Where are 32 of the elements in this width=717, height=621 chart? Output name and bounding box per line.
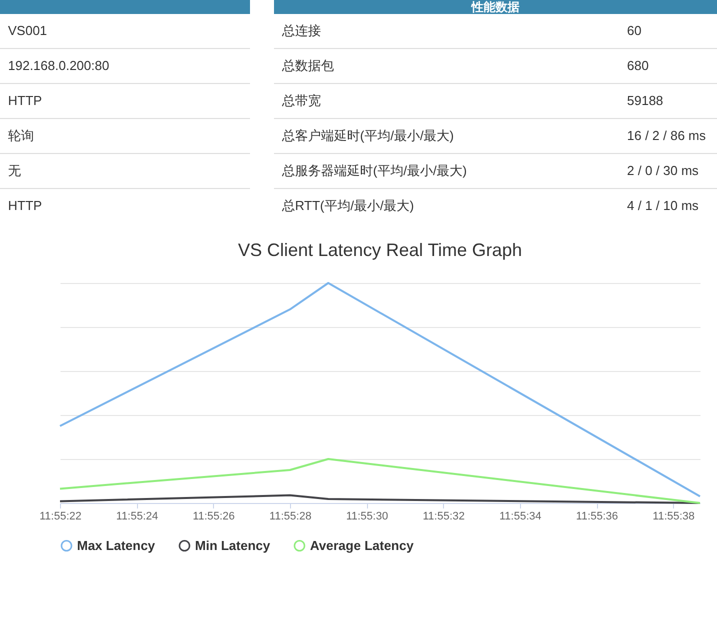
text: 16 / 2 / 86 ms <box>627 127 707 145</box>
text: 总数据包 <box>282 57 334 75</box>
x-tick-label: 11:55:30 <box>346 510 388 522</box>
text: 192.168.0.200:80 <box>0 49 250 84</box>
x-tick-label: 11:55:36 <box>576 510 618 522</box>
x-tick-label: 11:55:38 <box>652 510 695 522</box>
x-tick-label: 11:55:22 <box>39 510 82 522</box>
x-tick-label: 11:55:28 <box>269 510 312 522</box>
text: 4 / 1 / 10 ms <box>627 197 700 215</box>
text: 总带宽 <box>282 92 321 110</box>
text: 总连接 <box>282 22 321 40</box>
x-tick-label: 11:55:24 <box>116 510 158 522</box>
text: 无 <box>0 154 250 189</box>
text: 2 / 0 / 30 ms <box>627 162 700 180</box>
text: HTTP <box>0 189 250 224</box>
text: 轮询 <box>0 119 250 154</box>
text: 总服务器端延时(平均/最小/最大) <box>282 162 467 180</box>
text: 59188 <box>627 92 664 110</box>
x-tick-label: 11:55:34 <box>499 510 542 522</box>
text: 总客户端延时(平均/最小/最大) <box>282 127 454 145</box>
x-tick-label: 11:55:32 <box>422 510 465 522</box>
legend-label: Min Latency <box>195 538 271 553</box>
legend-label: Max Latency <box>77 538 156 553</box>
legend-label: Average Latency <box>310 538 414 553</box>
text: 680 <box>627 57 650 75</box>
text: HTTP <box>0 84 250 119</box>
text: 总RTT(平均/最小/最大) <box>282 197 414 215</box>
text: 性能数据 <box>274 0 717 14</box>
chart-title: VS Client Latency Real Time Graph <box>238 240 522 260</box>
x-tick-label: 11:55:26 <box>192 510 235 522</box>
text: VS001 <box>0 14 250 49</box>
text: 60 <box>627 22 642 40</box>
